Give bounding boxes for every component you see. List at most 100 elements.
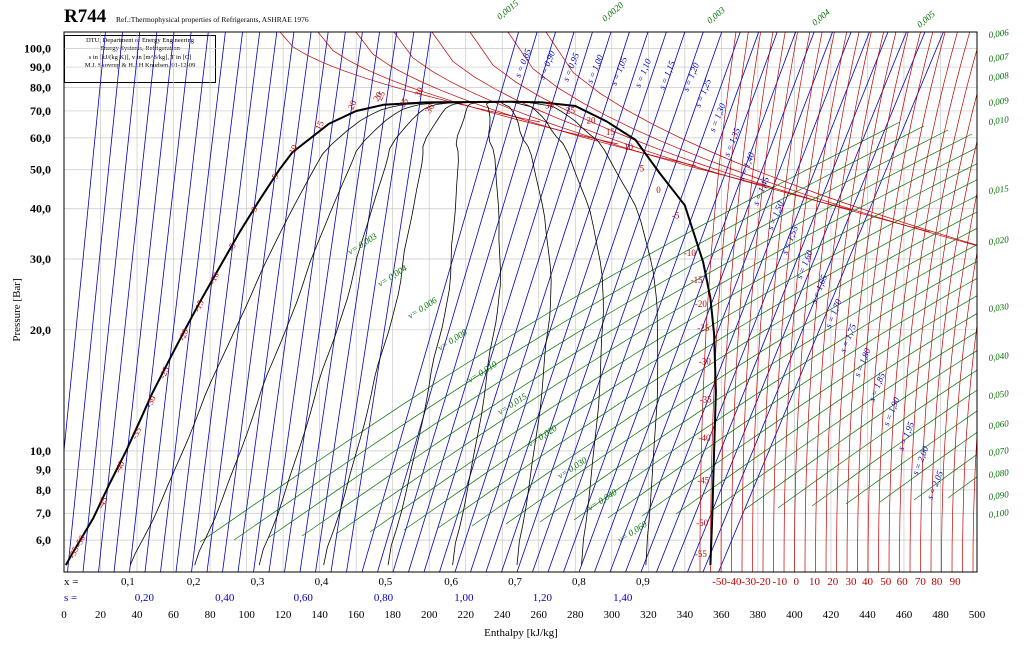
- quality-tick-label: 0,3: [251, 576, 265, 588]
- isentrope-line: [547, 32, 741, 572]
- sat-vapor-temp-label: -20: [695, 299, 707, 309]
- y-tick-label: 9,0: [36, 462, 51, 476]
- x-tick-label: 100: [238, 609, 255, 621]
- isochore-line: [845, 410, 977, 505]
- info-line-units: s in [kJ/(kg K)], v in [m^3/kg], T in [C…: [88, 53, 192, 61]
- isentrope-line: [516, 32, 704, 572]
- isochore-label: v= 0,010: [466, 359, 499, 385]
- isochore-line: [233, 125, 925, 541]
- isochore-line: [607, 278, 977, 519]
- isochore-label-top: 0,004: [810, 7, 832, 28]
- sat-vapor-temp-label: 20: [586, 115, 596, 125]
- x-tick-label: 500: [969, 609, 986, 621]
- temperature-tick-label: 10: [809, 576, 821, 588]
- isotherm-line: [783, 32, 835, 572]
- sat-vapor-temp-label: -15: [691, 275, 703, 285]
- isentrope-line: [299, 32, 380, 572]
- x-tick-label: 60: [168, 609, 180, 621]
- quality-tick-label: 0,9: [636, 576, 650, 588]
- saturated-liquid-line: [64, 100, 514, 566]
- sat-vapor-temp-label: -10: [684, 248, 696, 258]
- isotherm-line: [752, 32, 798, 572]
- sat-vapor-temp-label: -55: [695, 549, 707, 559]
- temperature-tick-label: 80: [931, 576, 943, 588]
- isentrope-line: [284, 32, 363, 572]
- x-tick-label: 20: [95, 609, 107, 621]
- x-tick-label: 200: [421, 609, 438, 621]
- isotherm-line: [920, 92, 977, 572]
- isotherm-line: [909, 48, 977, 572]
- isentrope-line: [206, 32, 278, 572]
- temperature-tick-label: -10: [772, 576, 787, 588]
- entropy-tick-label: 1,20: [533, 592, 553, 604]
- isochore-line: [471, 211, 977, 527]
- entropy-tick-label: 0,40: [215, 592, 235, 604]
- isentrope-line: [563, 32, 760, 572]
- entropy-axis-prefix: s =: [64, 592, 77, 604]
- temperature-tick-label: -50: [712, 576, 727, 588]
- y-tick-label: 30,0: [30, 252, 51, 266]
- isentrope-label: s = 1,55: [780, 224, 801, 256]
- x-tick-label: 0: [61, 609, 67, 621]
- temperature-tick-label: 30: [846, 576, 858, 588]
- isentrope-line: [129, 32, 192, 572]
- isentrope-line: [671, 32, 889, 572]
- quality-line-0-5: [387, 101, 514, 566]
- isentrope-line: [454, 32, 630, 572]
- isotherm-line: [545, 32, 977, 246]
- isochore-label-right: 0,040: [988, 350, 1010, 363]
- isentrope-line: [470, 32, 649, 572]
- quality-line-0-2: [194, 101, 514, 566]
- chart-title: R744: [64, 6, 107, 27]
- isentrope-line: [67, 32, 123, 572]
- temperature-tick-label: -30: [741, 576, 756, 588]
- entropy-tick-label: 0,60: [294, 592, 314, 604]
- sat-vapor-temp-label: -25: [697, 323, 709, 333]
- isentrope-line: [315, 32, 398, 572]
- y-tick-label: 60,0: [30, 131, 51, 145]
- sat-liquid-temp-label: 30: [412, 85, 425, 98]
- temperature-tick-label: 0: [793, 576, 799, 588]
- sat-vapor-temp-label: 10: [624, 142, 634, 152]
- sat-liquid-temp-label: -50: [73, 533, 87, 549]
- isotherm-line: [867, 32, 934, 572]
- isentrope-line: [330, 32, 415, 572]
- quality-line-0-9: [513, 101, 659, 566]
- quality-line-0-3: [258, 101, 514, 566]
- isochore-line: [403, 179, 977, 531]
- isochore-line: [335, 147, 977, 535]
- isochore-line: [947, 476, 977, 499]
- property-lines: [64, 32, 977, 572]
- isentrope-line: [609, 32, 815, 572]
- isentrope-line: [501, 32, 686, 572]
- saturation-dome: [64, 100, 717, 566]
- isotherm-line: [720, 32, 761, 572]
- isochore-label-right: 0,100: [988, 507, 1010, 520]
- sat-liquid-temp-label: -35: [129, 425, 143, 441]
- isentrope-line: [98, 32, 158, 572]
- temperature-tick-label: 60: [897, 576, 909, 588]
- x-tick-label: 280: [567, 609, 584, 621]
- isotherm-line: [972, 430, 977, 572]
- info-box: DTU, Department of Energy Engineering En…: [64, 35, 216, 83]
- isochore-label-top: 0,0020: [600, 0, 626, 24]
- isochore-line: [369, 163, 977, 533]
- isentrope-label: s = 2,05: [925, 469, 946, 501]
- isotherm-line: [899, 32, 971, 572]
- isentrope-line: [578, 32, 778, 572]
- y-tick-label: 6,0: [36, 533, 51, 547]
- sat-vapor-temp-label: -40: [698, 433, 710, 443]
- isochore-line: [709, 331, 977, 513]
- isochore-label-right: 0,030: [988, 301, 1010, 314]
- x-tick-label: 480: [932, 609, 949, 621]
- isotherm-line: [804, 32, 860, 572]
- isochore-label: v= 0,008: [436, 327, 469, 353]
- temperature-tick-label: 40: [862, 576, 874, 588]
- isotherm-line: [825, 32, 884, 572]
- reference-note: Ref.:Thermophysical properties of Refrig…: [116, 15, 309, 24]
- isochore-label-right: 0,020: [988, 234, 1010, 247]
- axes: 0 20 40 60 80 100 120 140 160 180 200 220 240 260 280 3…: [11, 31, 986, 639]
- isochore-label-right: 0,050: [988, 388, 1010, 401]
- isochore-label-top: 0,003: [705, 5, 727, 26]
- y-axis-title: Pressure [Bar]: [11, 278, 23, 341]
